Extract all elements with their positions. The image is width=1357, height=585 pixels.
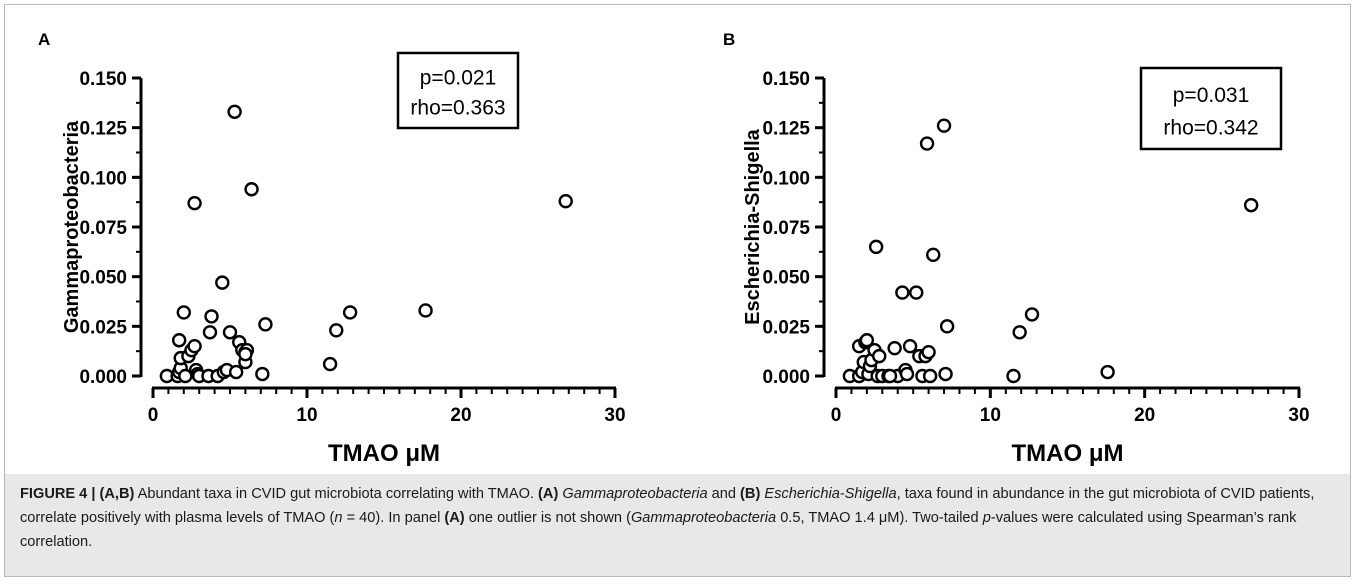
data-point (921, 344, 936, 360)
y-tick-label: 0.075 (762, 218, 810, 239)
data-point (178, 368, 193, 384)
data-point (859, 333, 875, 348)
data-point (895, 285, 910, 300)
data-point (1006, 368, 1021, 384)
y-tick-label: 0.150 (762, 69, 810, 90)
panel-label: B (723, 30, 735, 49)
stats-box (396, 51, 520, 130)
data-point (899, 366, 915, 382)
caption-n: n (334, 510, 343, 526)
data-point (558, 193, 573, 209)
caption-panel-ref: (B) (740, 486, 761, 502)
x-axis-title: TMAO μM (328, 440, 440, 467)
y-axis-title: Gammaproteobacteria (61, 120, 83, 333)
data-point (909, 285, 924, 300)
data-point (1012, 325, 1027, 340)
y-tick-label: 0.050 (79, 268, 127, 289)
caption-panels-ref: (A,B) (99, 486, 135, 502)
data-point (1243, 197, 1259, 213)
y-tick-label: 0.000 (79, 367, 127, 388)
data-point (171, 333, 187, 348)
caption-text: , taxa found in abundance in the gut mic… (20, 486, 1315, 526)
caption-text: = 40). In panel (342, 510, 445, 526)
y-tick-label: 0.125 (762, 119, 810, 140)
x-tick-label: 30 (1288, 405, 1309, 426)
data-point (238, 346, 253, 362)
y-tick-label: 0.050 (762, 268, 810, 289)
y-tick-label: 0.100 (79, 168, 127, 189)
caption-p: p (982, 510, 991, 526)
y-tick-label: 0.025 (79, 317, 127, 338)
y-tick-label: 0.125 (79, 119, 127, 140)
data-point (187, 339, 202, 354)
caption-text: Abundant taxa in CVID gut microbiota cor… (134, 486, 539, 502)
data-point (936, 118, 952, 133)
data-point (187, 195, 202, 211)
x-axis-title: TMAO μM (1012, 440, 1124, 467)
caption-text: one outlier is not shown ( (464, 510, 631, 526)
data-point (938, 366, 953, 382)
y-axis-title: Escherichia-Shigella (742, 128, 764, 325)
data-point (244, 182, 259, 197)
y-tick-label: 0.150 (79, 69, 127, 90)
data-point (227, 104, 242, 119)
y-tick-label: 0.025 (762, 317, 810, 338)
stats-box (1139, 66, 1283, 151)
stats-rho: rho=0.363 (410, 97, 505, 120)
data-point (1100, 364, 1115, 380)
data-point (922, 368, 938, 384)
data-point (176, 305, 192, 320)
data-point (1024, 307, 1040, 322)
data-point (418, 303, 433, 318)
panel-label: A (38, 30, 50, 49)
caption-text: and (707, 486, 741, 502)
data-point (926, 247, 941, 263)
x-tick-label: 30 (604, 405, 625, 426)
data-point (887, 340, 902, 356)
data-point (939, 319, 955, 334)
data-point (202, 325, 218, 340)
y-tick-label: 0.100 (762, 168, 810, 189)
x-tick-label: 0 (831, 405, 842, 426)
stats-p-value: p=0.021 (420, 67, 497, 90)
data-point (902, 339, 918, 354)
data-point (255, 366, 270, 382)
stats-rho: rho=0.342 (1163, 116, 1258, 139)
data-point (329, 323, 344, 338)
caption-panel-ref: (A) (538, 486, 559, 502)
caption-taxon: Gammaproteobacteria (562, 486, 708, 502)
data-point (872, 348, 887, 364)
x-tick-label: 10 (980, 405, 1001, 426)
caption-background (5, 474, 1350, 576)
figure-frame (4, 4, 1351, 577)
figure-charts: A 0.000 0.025 0.050 0.075 0.100 0.125 0.150 0 10 2… (38, 30, 1310, 467)
x-tick-label: 10 (296, 405, 317, 426)
x-tick-label: 20 (1134, 405, 1155, 426)
data-point (258, 317, 273, 332)
x-tick-label: 20 (450, 405, 471, 426)
data-point (919, 136, 935, 151)
data-point (228, 364, 244, 380)
data-point (322, 356, 338, 372)
data-point (222, 325, 238, 340)
data-point (868, 239, 884, 255)
caption-taxon: Gammaproteobacteria (630, 510, 777, 526)
figure-caption: FIGURE 4 | (A,B) Abundant taxa in CVID g… (20, 482, 1340, 554)
x-tick-label: 0 (148, 405, 159, 426)
caption-taxon: Escherichia-Shigella (764, 486, 897, 502)
y-tick-label: 0.075 (79, 218, 127, 239)
data-point (882, 368, 898, 384)
stats-p-value: p=0.031 (1173, 84, 1250, 107)
y-tick-label: 0.000 (762, 367, 810, 388)
data-point (215, 275, 230, 290)
caption-figure-label: FIGURE 4 | (20, 486, 100, 502)
caption-text: -values were calculated using Spearman’s… (20, 510, 1297, 550)
caption-text: 0.5, TMAO 1.4 μM). Two-tailed (776, 510, 983, 526)
caption-panel-ref: (A) (444, 510, 465, 526)
data-point (204, 309, 219, 324)
data-point (342, 305, 358, 320)
